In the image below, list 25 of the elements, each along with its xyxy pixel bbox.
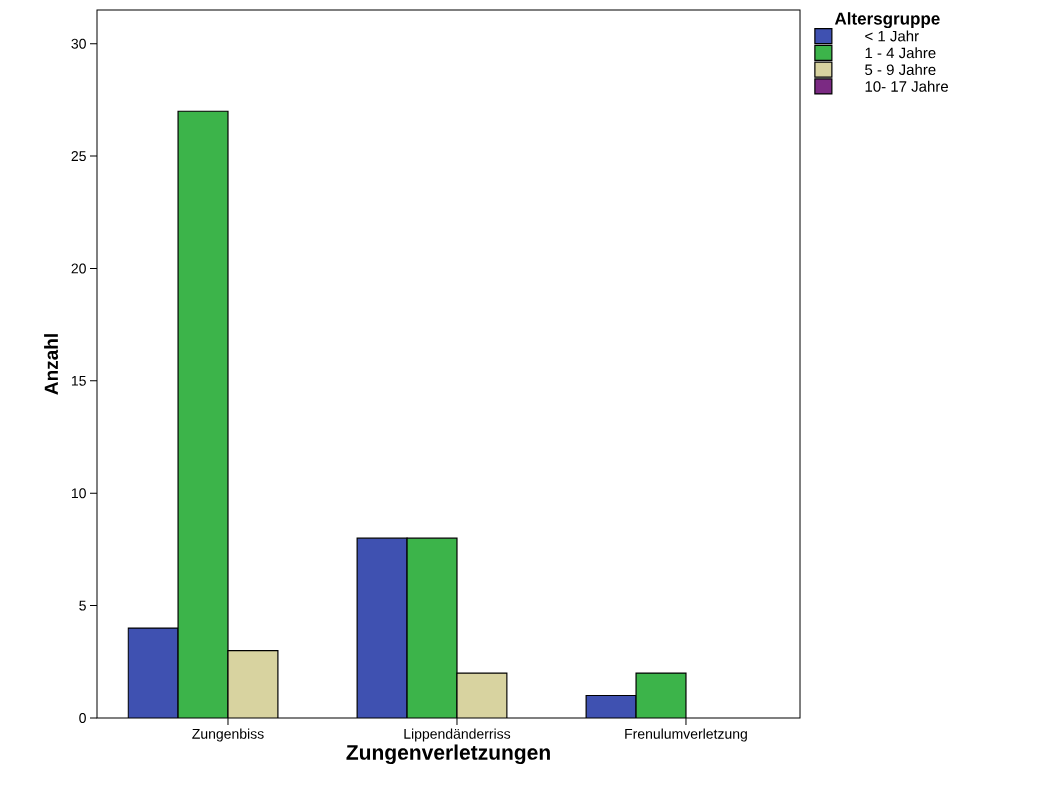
- x-tick-label: Frenulumverletzung: [625, 728, 747, 742]
- y-axis-title: Anzahl: [44, 334, 59, 395]
- bar: [585, 694, 637, 718]
- bar: [356, 537, 408, 718]
- y-tick-label: 30: [71, 38, 86, 49]
- bar: [177, 110, 229, 718]
- x-tick-label: Lippendänderriss: [404, 728, 511, 742]
- legend-label: 10- 17 Jahre: [865, 80, 948, 92]
- y-tick-label: 25: [71, 151, 86, 162]
- bar: [456, 672, 508, 718]
- y-tick-label: 0: [79, 713, 86, 723]
- bar: [635, 672, 687, 718]
- legend-label: < 1 Jahr: [865, 30, 919, 42]
- legend-label: 1 - 4 Jahre: [865, 47, 936, 59]
- x-tick-label: Zungenbiss: [192, 728, 264, 742]
- legend-title: Altersgruppe: [834, 12, 940, 29]
- legend-label: 5 - 9 Jahre: [865, 63, 936, 75]
- y-tick-label: 20: [71, 263, 86, 274]
- bar: [227, 649, 279, 718]
- y-tick-label: 10: [71, 488, 86, 499]
- y-tick-label: 15: [71, 375, 86, 386]
- bar: [406, 537, 458, 718]
- bar: [127, 627, 179, 718]
- x-axis-title: Zungenverletzungen: [346, 744, 550, 765]
- y-tick-label: 5: [79, 600, 86, 611]
